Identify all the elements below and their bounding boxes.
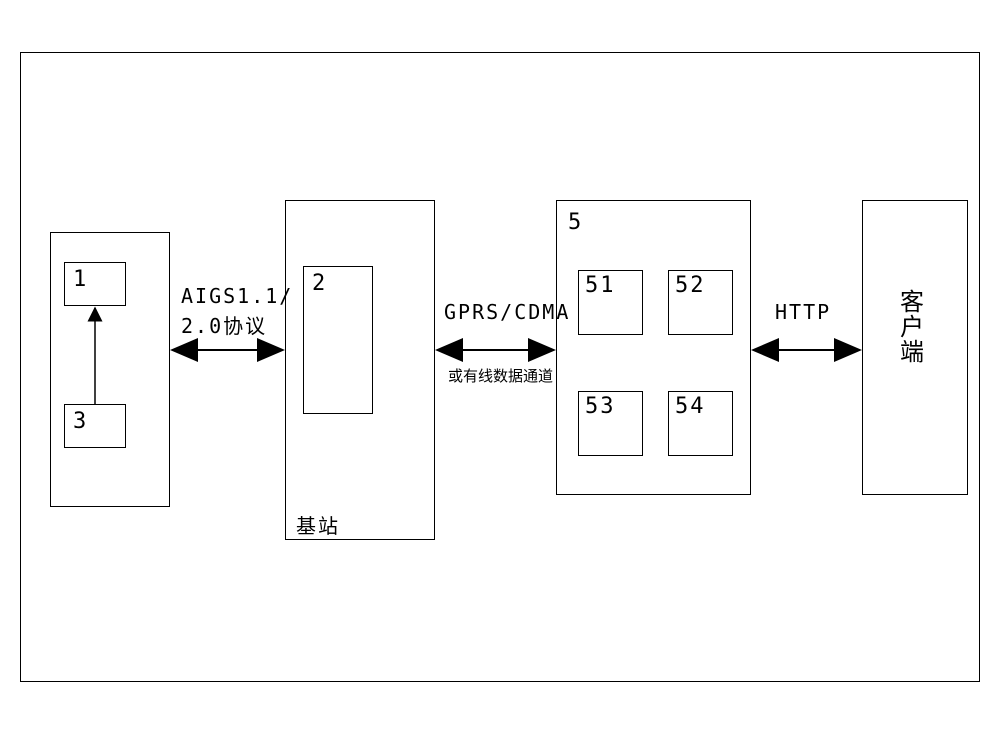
box-52: 52 [668, 270, 733, 335]
link-ab-label-bot: 2.0协议 [181, 310, 267, 339]
box-3: 3 [64, 404, 126, 448]
colD-ch3: 端 [900, 340, 926, 365]
box-2-label: 2 [312, 271, 327, 296]
link-cd-label-top: HTTP [775, 300, 831, 324]
box-3-label: 3 [73, 409, 88, 434]
box-53: 53 [578, 391, 643, 456]
box-2: 2 [303, 266, 373, 414]
box-54-label: 54 [675, 394, 706, 419]
box-53-label: 53 [585, 394, 616, 419]
box-54: 54 [668, 391, 733, 456]
box-51: 51 [578, 270, 643, 335]
colD-ch2: 户 [900, 315, 926, 340]
box-1-label: 1 [73, 267, 88, 292]
link-ab-label-top: AIGS1.1/ [181, 284, 293, 308]
link-bc-label-bot: 或有线数据通道 [448, 365, 553, 386]
colD-ch1: 客 [900, 290, 926, 315]
box-1: 1 [64, 262, 126, 306]
box-51-label: 51 [585, 273, 616, 298]
column-b-caption: 基站 [296, 510, 340, 539]
link-bc-label-top: GPRS/CDMA [444, 300, 570, 324]
box-52-label: 52 [675, 273, 706, 298]
column-c-number: 5 [568, 210, 583, 235]
column-d-text: 客 户 端 [900, 290, 926, 366]
